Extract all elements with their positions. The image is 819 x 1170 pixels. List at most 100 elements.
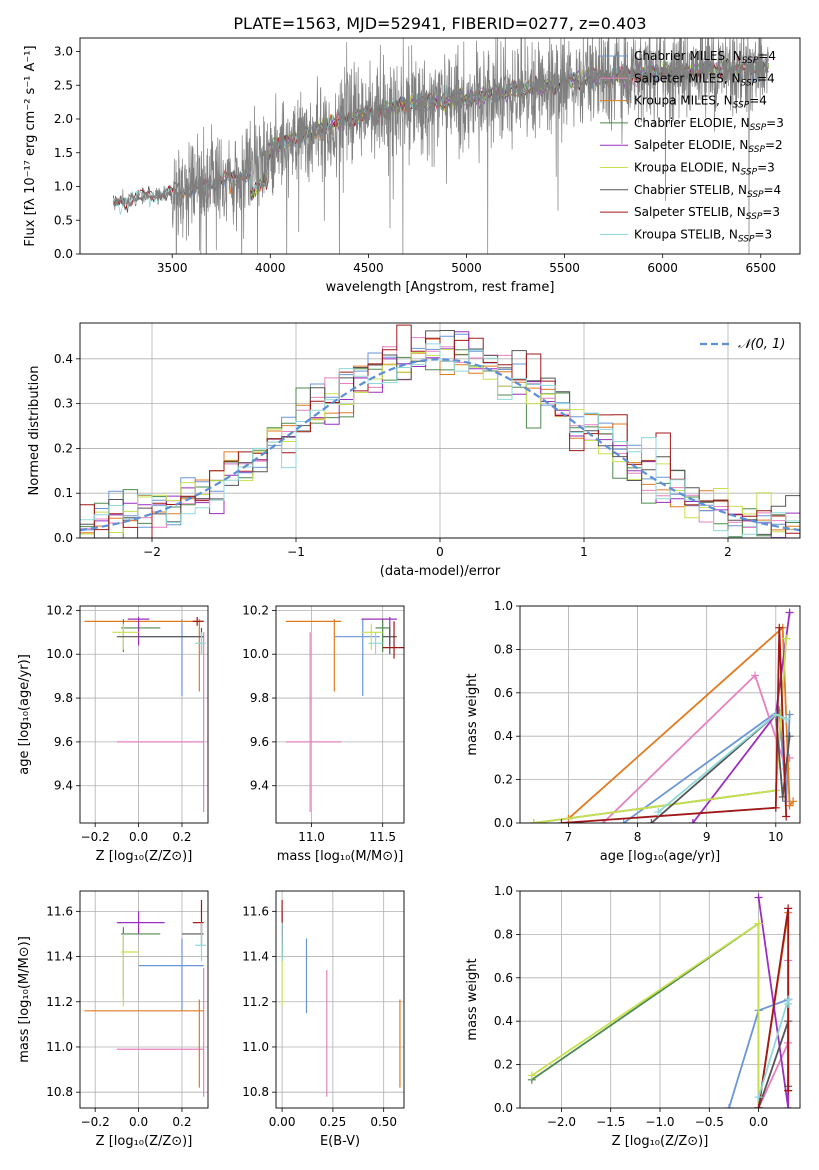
y-tick-label: 0.3 (54, 397, 73, 411)
weight-marker (754, 1104, 763, 1108)
x-axis-label: E(B-V) (320, 1134, 360, 1149)
x-tick-label: 6000 (647, 261, 678, 275)
mass-vs-EBV-panel: 0.00 0.25 0.50 10.8 11.0 11.2 11.4 11.6 E(B-V) (242, 890, 405, 1149)
x-tick-label: −0.2 (81, 1115, 110, 1129)
x-tick-label: 0 (436, 545, 444, 559)
x-tick-label: 0.0 (749, 1115, 768, 1129)
normal-curve (80, 358, 800, 532)
weight-marker (784, 1104, 793, 1108)
x-axis-label: age [log₁₀(age/yr)] (600, 849, 721, 864)
x-axis-label: Z [log₁₀(Z/Z⊙)] (96, 1134, 193, 1149)
x-tick-label: 0.2 (172, 830, 191, 844)
legend-label: Salpeter ELODIE, NSSP=2 (634, 138, 783, 155)
x-tick-label: −2.0 (547, 1115, 576, 1129)
x-axis-label: mass [log₁₀(M/M⊙)] (277, 849, 404, 864)
x-tick-label: 5500 (549, 261, 580, 275)
weight-line (650, 712, 791, 823)
weight-line (567, 625, 794, 820)
y-tick-label: 0.6 (494, 971, 513, 985)
y-tick-label: 10.0 (242, 647, 269, 661)
histogram-step-line (80, 343, 800, 538)
y-tick-label: 10.2 (242, 603, 269, 617)
x-tick-label: 4500 (353, 261, 384, 275)
age-vs-Z-panel: −0.2 0.0 0.2 9.4 9.6 9.8 10.0 10.2 Z [log₁₀(Z/Z⊙… (17, 603, 209, 864)
weight-marker (782, 812, 791, 821)
normal-legend-label: 𝒩(0, 1) (738, 337, 785, 352)
legend-label: Salpeter STELIB, NSSP=3 (634, 205, 780, 222)
x-tick-label: 11.5 (369, 830, 396, 844)
y-tick-label: 0.4 (494, 729, 513, 743)
axes-frame (79, 890, 209, 1109)
x-tick-label: −1 (287, 545, 305, 559)
x-tick-label: 0.0 (129, 830, 148, 844)
legend-label: Chabrier STELIB, NSSP=4 (634, 183, 781, 200)
weight-line (531, 921, 760, 1108)
x-tick-label: 0.00 (269, 1115, 296, 1129)
legend-label: Kroupa ELODIE, NSSP=3 (634, 161, 775, 178)
x-tick-label: 0.0 (129, 1115, 148, 1129)
y-tick-label: 1.5 (54, 146, 73, 160)
axes-frame (275, 605, 405, 824)
y-tick-label: 10.8 (242, 1085, 269, 1099)
x-tick-label: 1 (580, 545, 588, 559)
y-tick-label: 11.0 (46, 1040, 73, 1054)
x-axis-label: Z [log₁₀(Z/Z⊙)] (612, 1134, 709, 1149)
y-tick-label: 3.0 (54, 45, 73, 59)
x-tick-label: 7 (565, 830, 573, 844)
x-tick-label: −2 (143, 545, 161, 559)
y-axis-label: mass [log₁₀(M/M⊙)] (17, 936, 32, 1063)
x-axis-label: (data-model)/error (380, 564, 501, 579)
axes-frame (79, 322, 801, 539)
y-tick-label: 9.8 (54, 691, 73, 705)
errorbar-area (281, 900, 401, 1097)
legend-label: Chabrier ELODIE, NSSP=3 (634, 116, 784, 133)
y-tick-label: 0.8 (494, 642, 513, 656)
y-axis-label: mass weight (465, 673, 480, 755)
weight-line-area (527, 893, 793, 1108)
y-tick-label: 2.0 (54, 112, 73, 126)
y-tick-label: 0.2 (494, 773, 513, 787)
weight-marker (785, 608, 794, 617)
weight-marker (654, 808, 663, 817)
figure-title: PLATE=1563, MJD=52941, FIBERID=0277, z=0… (233, 14, 646, 33)
y-axis-label: Normed distribution (27, 366, 42, 496)
weight-marker (754, 1093, 763, 1102)
axes-frame (275, 890, 405, 1109)
x-tick-label: 5000 (451, 261, 482, 275)
errorbar-area (84, 616, 206, 813)
y-tick-label: 9.8 (250, 691, 269, 705)
y-tick-label: 0.0 (54, 247, 73, 261)
y-tick-label: 1.0 (494, 599, 513, 613)
y-tick-label: 0.1 (54, 486, 73, 500)
weight-line (533, 638, 788, 823)
legend-label: Chabrier MILES, NSSP=4 (634, 49, 776, 66)
y-tick-label: 2.5 (54, 78, 73, 92)
weight-marker (754, 919, 763, 928)
x-axis-label: wavelength [Angstrom, rest frame] (326, 280, 555, 295)
x-tick-label: 0.25 (320, 1115, 347, 1129)
weight-line (531, 921, 760, 1108)
weight-vs-age-panel: 7 8 9 10 0.0 0.2 0.4 0.6 0.8 1.0 age [log₁₀(age/yr… (465, 599, 801, 864)
y-tick-label: 0.0 (494, 816, 513, 830)
weight-marker (529, 819, 538, 823)
x-tick-label: 0.2 (172, 1115, 191, 1129)
weight-marker (784, 999, 793, 1008)
errorbar-area (84, 900, 206, 1097)
y-axis-label: mass weight (465, 958, 480, 1040)
weight-vs-Z-panel: −2.0 −1.5 −1.0 −0.5 0.0 0.0 0.2 0.4 0.6 0.8 1.0 Z [… (465, 884, 801, 1149)
weight-marker (751, 671, 760, 680)
spectrum-plot-area (113, 38, 769, 254)
axes-frame (79, 37, 801, 255)
weight-marker (527, 1071, 536, 1080)
weight-marker (725, 1104, 734, 1108)
x-tick-label: 6500 (745, 261, 776, 275)
weight-marker (557, 819, 566, 823)
y-tick-label: 11.4 (46, 950, 73, 964)
weight-marker (782, 714, 791, 723)
y-tick-label: 10.8 (46, 1085, 73, 1099)
weight-marker (688, 819, 697, 823)
y-tick-label: 10.0 (46, 647, 73, 661)
y-tick-label: 0.4 (494, 1014, 513, 1028)
y-tick-label: 11.2 (46, 995, 73, 1009)
x-tick-label: −0.5 (695, 1115, 724, 1129)
